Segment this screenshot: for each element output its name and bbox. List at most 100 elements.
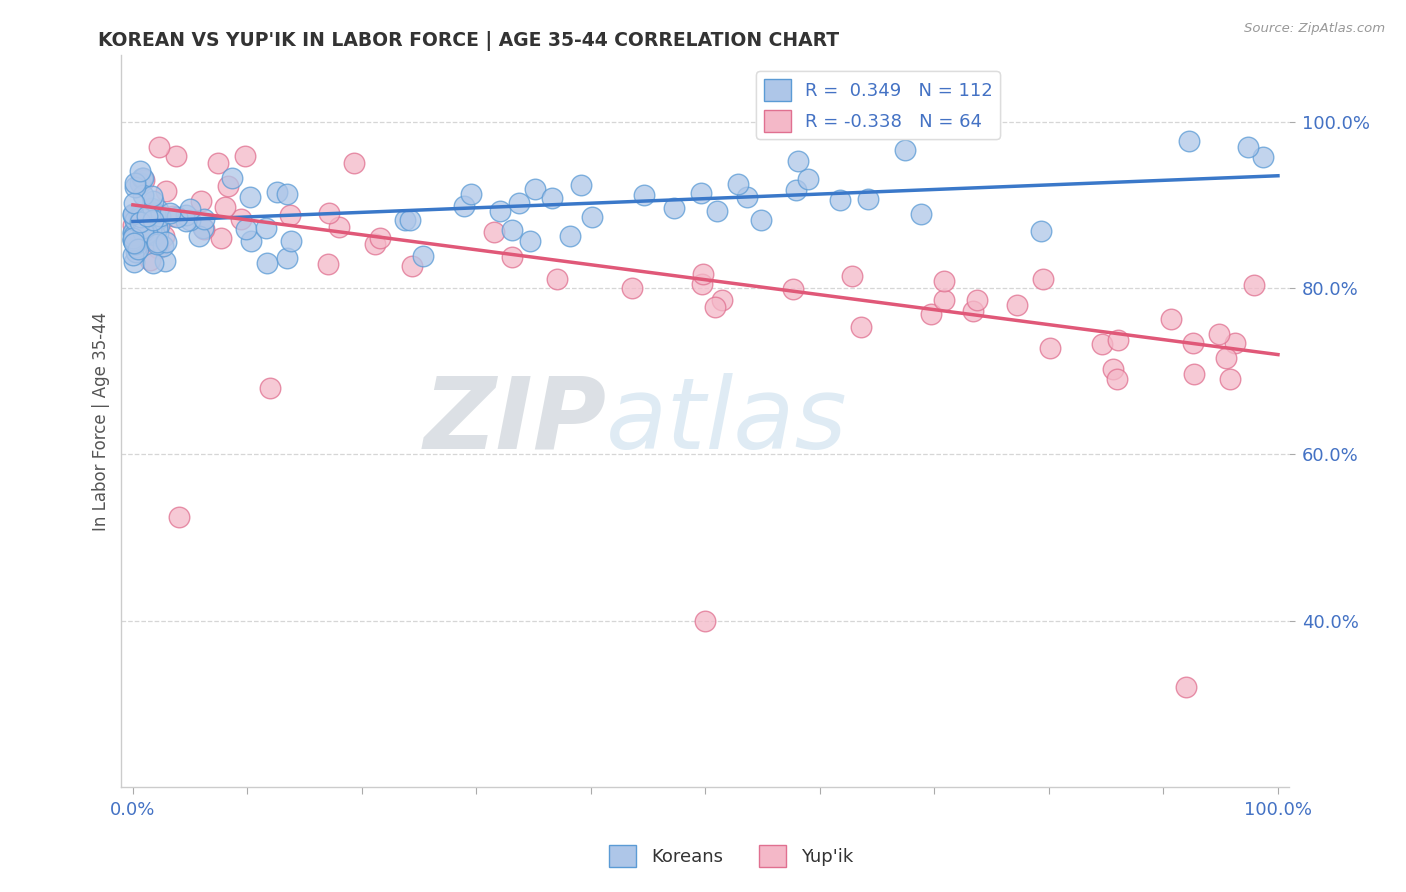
Point (167, 509, 190, 524)
Point (152, 239, 174, 253)
Point (165, 148, 187, 162)
Point (856, 192, 879, 206)
Point (129, 215, 152, 229)
Point (187, 229, 209, 244)
Point (401, 259, 423, 273)
Point (1215, 351, 1237, 365)
Point (129, 176, 152, 190)
Point (932, 293, 955, 307)
Point (128, 164, 150, 178)
Point (191, 221, 214, 235)
Point (343, 156, 366, 170)
Point (125, 240, 148, 254)
Point (143, 206, 166, 220)
Point (179, 213, 201, 227)
Point (159, 206, 181, 220)
Point (1208, 327, 1230, 342)
Point (910, 206, 932, 220)
Point (796, 172, 818, 186)
Point (221, 171, 243, 186)
Point (132, 225, 155, 239)
Point (122, 233, 145, 247)
Point (153, 254, 176, 268)
Point (256, 256, 278, 270)
Point (966, 293, 988, 308)
Point (1105, 372, 1128, 386)
Point (125, 217, 148, 231)
Point (1107, 333, 1129, 347)
Point (276, 186, 298, 201)
Point (134, 228, 156, 243)
Point (122, 211, 145, 225)
Point (841, 269, 863, 284)
Point (229, 211, 252, 226)
Point (162, 209, 184, 223)
Point (370, 231, 392, 245)
Point (1251, 150, 1274, 164)
Point (146, 237, 169, 252)
Point (633, 188, 655, 202)
Point (398, 213, 420, 227)
Point (482, 225, 505, 239)
Point (692, 277, 714, 292)
Point (1178, 134, 1201, 148)
Point (523, 181, 546, 195)
Point (124, 234, 146, 248)
Point (394, 213, 416, 227)
Point (122, 208, 145, 222)
Point (259, 381, 281, 395)
Point (129, 235, 152, 249)
Point (692, 268, 714, 282)
Point (364, 236, 387, 251)
Point (179, 202, 201, 216)
Point (193, 221, 215, 235)
Point (131, 170, 153, 185)
Point (508, 195, 530, 210)
Point (132, 188, 155, 202)
Point (546, 272, 568, 286)
Point (141, 201, 163, 215)
Point (122, 207, 145, 221)
Point (711, 293, 734, 307)
Text: Source: ZipAtlas.com: Source: ZipAtlas.com (1244, 22, 1385, 36)
Point (124, 234, 146, 248)
Point (146, 241, 169, 255)
Point (318, 206, 340, 220)
Point (519, 234, 541, 248)
Point (1032, 272, 1054, 286)
Point (139, 253, 162, 268)
Point (541, 191, 564, 205)
Point (193, 212, 215, 227)
Point (489, 204, 512, 219)
Point (894, 143, 917, 157)
Point (280, 235, 302, 249)
Point (1005, 298, 1028, 312)
Point (122, 218, 145, 232)
Point (143, 227, 166, 242)
Legend: Koreans, Yup'ik: Koreans, Yup'ik (602, 838, 860, 874)
Point (122, 227, 145, 241)
Point (129, 210, 152, 224)
Point (124, 179, 146, 194)
Point (139, 223, 162, 237)
Point (1225, 336, 1247, 351)
Text: atlas: atlas (606, 373, 848, 469)
Point (176, 213, 198, 227)
Point (124, 176, 146, 190)
Point (1236, 140, 1258, 154)
Point (166, 210, 188, 224)
Point (735, 189, 758, 203)
Point (1102, 362, 1125, 376)
Point (785, 183, 807, 197)
Point (135, 209, 157, 223)
Point (142, 194, 165, 208)
Point (153, 228, 176, 243)
Point (138, 222, 160, 236)
Point (1039, 341, 1062, 355)
Point (1175, 681, 1198, 695)
Point (127, 211, 149, 225)
Y-axis label: In Labor Force | Age 35-44: In Labor Force | Age 35-44 (93, 311, 110, 531)
Point (266, 186, 288, 200)
Point (786, 153, 808, 168)
Point (240, 234, 263, 248)
